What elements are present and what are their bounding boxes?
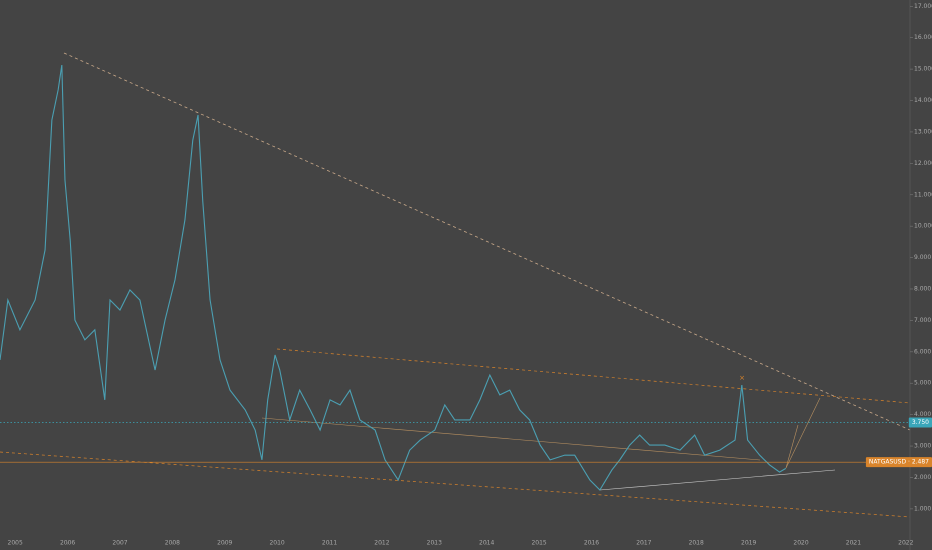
x-tick-label: 2021 (846, 540, 861, 547)
y-tick-label: 11.000 (914, 191, 932, 198)
x-tick-label: 2015 (531, 540, 546, 547)
trend-line (63, 52, 911, 431)
y-tick-label: 17.000 (914, 3, 932, 10)
x-tick-label: 2016 (584, 540, 599, 547)
y-tick-label: 7.000 (914, 317, 931, 324)
y-tick-label: 15.000 (914, 66, 932, 73)
projection (785, 397, 821, 469)
y-tick-label: 9.000 (914, 254, 931, 261)
y-tick-label: 3.000 (914, 443, 931, 450)
x-tick-label: 2018 (689, 540, 704, 547)
marker-x: × (739, 374, 745, 382)
y-tick-label: 12.000 (914, 160, 932, 167)
y-tick-label: 16.000 (914, 34, 932, 41)
trend-line (599, 469, 836, 491)
x-tick-label: 2012 (374, 540, 389, 547)
y-tick-label: 10.000 (914, 223, 932, 230)
channel-top (276, 348, 911, 404)
y-tick-label: 13.000 (914, 128, 932, 135)
drawings: × (0, 52, 911, 518)
channel-bottom (0, 451, 911, 518)
x-tick-label: 2014 (479, 540, 494, 547)
x-tick-label: 2006 (60, 540, 75, 547)
x-tick-label: 2017 (636, 540, 651, 547)
x-tick-label: 2013 (427, 540, 442, 547)
x-tick-label: 2022 (898, 540, 913, 547)
x-tick-label: 2010 (269, 540, 284, 547)
x-tick-label: 2005 (8, 540, 23, 547)
y-tick-label: 4.000 (914, 411, 931, 418)
x-tick-label: 2019 (741, 540, 756, 547)
x-tick-label: 2007 (112, 540, 127, 547)
trend-line (261, 417, 761, 461)
projection (785, 424, 799, 469)
y-tick-label: 2.000 (914, 474, 931, 481)
x-tick-label: 2009 (217, 540, 232, 547)
x-tick-label: 2008 (165, 540, 180, 547)
y-tick-label: 1.000 (914, 505, 931, 512)
price-tag-label: NATGASUSD · 2.487 (869, 459, 929, 466)
price-tag (908, 417, 932, 428)
y-tick-label: 14.000 (914, 97, 932, 104)
price-tag-label: 3.750 (912, 419, 929, 426)
y-tick-label: 5.000 (914, 380, 931, 387)
y-tick-label: 8.000 (914, 285, 931, 292)
price-line (0, 64, 787, 491)
x-tick-label: 2020 (793, 540, 808, 547)
y-tick-label: 6.000 (914, 348, 931, 355)
x-tick-label: 2011 (322, 540, 337, 547)
price-tag (865, 457, 932, 468)
